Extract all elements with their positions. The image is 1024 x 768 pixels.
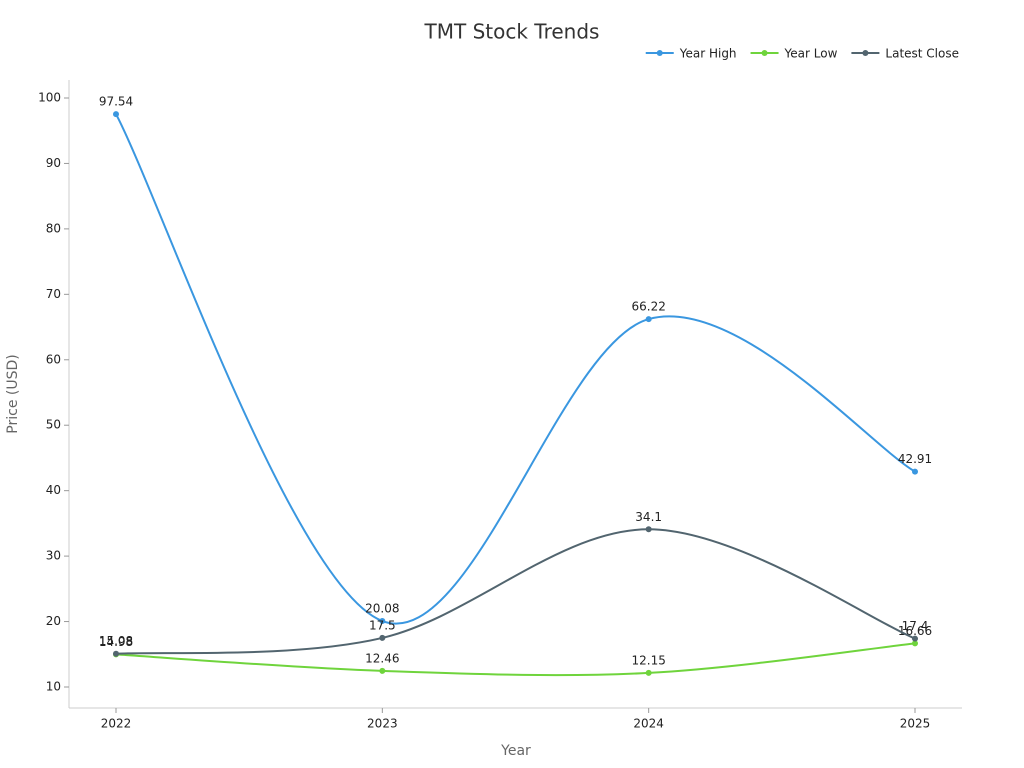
- x-tick-label: 2024: [633, 717, 664, 731]
- y-tick-label: 50: [46, 418, 61, 432]
- point: [912, 635, 918, 642]
- data-label: 17.5: [369, 618, 396, 632]
- data-label: 17.4: [902, 619, 929, 633]
- y-tick-label: 90: [46, 156, 61, 170]
- legend-label: Latest Close: [885, 47, 959, 61]
- y-tick-label: 30: [46, 549, 61, 563]
- y-tick-label: 40: [46, 483, 61, 497]
- x-axis-title: Year: [500, 743, 531, 759]
- point: [379, 667, 386, 674]
- legend-marker: [656, 50, 663, 56]
- x-tick-label: 2022: [101, 717, 132, 731]
- y-tick-label: 80: [46, 221, 61, 235]
- data-label: 12.15: [631, 653, 665, 667]
- point: [645, 669, 652, 676]
- line: [115, 528, 916, 655]
- data-label: 12.46: [365, 651, 399, 665]
- point: [912, 640, 918, 647]
- chart-title: TMT Stock Trends: [424, 20, 600, 44]
- legend-marker: [862, 50, 869, 56]
- point: [912, 468, 918, 475]
- legend-label: Year Low: [784, 47, 838, 61]
- x-tick-label: 2023: [367, 717, 398, 731]
- data-label: 66.22: [631, 300, 665, 314]
- point: [645, 526, 652, 533]
- y-tick-label: 70: [46, 287, 61, 301]
- y-tick-label: 10: [46, 679, 61, 693]
- legend-marker: [761, 50, 768, 56]
- y-tick-label: 100: [38, 90, 61, 104]
- point: [379, 634, 386, 641]
- data-label: 15.08: [99, 634, 133, 648]
- data-label: 20.08: [365, 602, 399, 616]
- data-label: 97.54: [99, 95, 133, 109]
- y-tick-label: 60: [46, 352, 61, 366]
- data-label: 34.1: [635, 510, 662, 524]
- line: [115, 113, 916, 625]
- y-axis-title: Price (USD): [5, 354, 21, 433]
- x-tick-label: 2025: [900, 717, 931, 731]
- point: [113, 650, 119, 657]
- point: [113, 111, 119, 118]
- line: [115, 642, 916, 677]
- point: [379, 618, 386, 625]
- data-label: 42.91: [898, 452, 932, 466]
- legend-label: Year High: [679, 47, 737, 61]
- data-label: 14.98: [99, 635, 133, 649]
- y-tick-label: 20: [46, 614, 61, 628]
- point: [645, 316, 652, 323]
